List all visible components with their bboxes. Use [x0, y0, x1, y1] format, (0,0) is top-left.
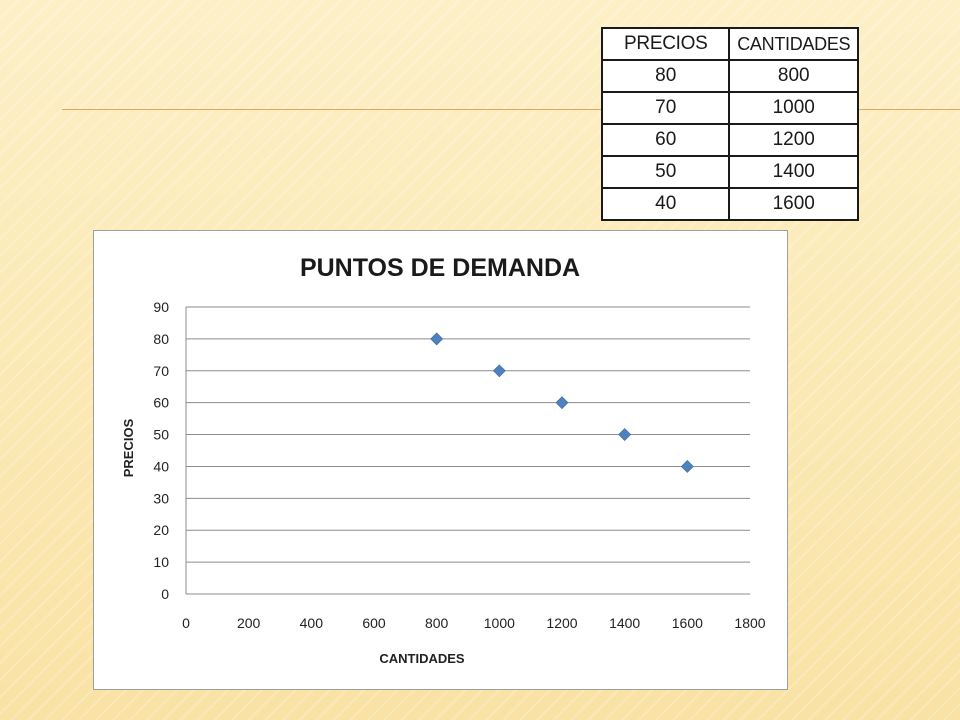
table-cell-cantidad: 1000	[728, 91, 859, 125]
data-point-marker	[555, 396, 569, 410]
x-tick-label: 1000	[484, 615, 515, 631]
y-tick-label: 40	[153, 458, 169, 474]
decorative-line-left	[62, 109, 602, 110]
y-tick-label: 50	[153, 427, 169, 443]
y-tick-label: 70	[153, 363, 169, 379]
table-row: 70 1000	[600, 91, 859, 125]
table-cell-cantidad: 1400	[728, 155, 859, 189]
table-header-row: PRECIOS CANTIDADES	[600, 27, 859, 61]
x-tick-label: 200	[237, 615, 261, 631]
y-tick-label: 80	[153, 331, 169, 347]
table-cell-cantidad: 800	[728, 59, 859, 93]
x-tick-label: 0	[182, 615, 190, 631]
x-tick-label: 1400	[609, 615, 640, 631]
x-axis-title: CANTIDADES	[379, 651, 465, 666]
table-cell-cantidad: 1200	[728, 123, 859, 157]
x-tick-label: 800	[425, 615, 449, 631]
x-tick-label: 1200	[546, 615, 577, 631]
table-row: 80 800	[600, 59, 859, 93]
table-header-cantidades: CANTIDADES	[728, 27, 859, 61]
chart-panel: PUNTOS DE DEMANDA 0 10 20 30 40 50 60 70 80 90 0 2…	[93, 230, 788, 690]
y-axis-title: PRECIOS	[121, 418, 136, 477]
y-tick-label: 90	[153, 299, 169, 315]
data-points	[430, 332, 694, 473]
data-point-marker	[680, 460, 694, 473]
data-point-marker	[618, 428, 632, 441]
x-tick-label: 1600	[672, 615, 703, 631]
data-point-marker	[430, 332, 444, 346]
y-tick-label: 20	[153, 522, 169, 538]
table-header-precios: PRECIOS	[600, 27, 731, 61]
table-cell-cantidad: 1600	[728, 187, 859, 221]
y-tick-label: 60	[153, 395, 169, 411]
table-cell-precio: 80	[600, 59, 731, 93]
decorative-line-right	[858, 109, 960, 110]
chart-title: PUNTOS DE DEMANDA	[300, 254, 580, 282]
y-tick-label: 30	[153, 490, 169, 506]
x-axis-ticks: 0 200 400 600 800 1000 1200 1400 1600 1800	[182, 615, 766, 631]
table-row: 60 1200	[600, 123, 859, 157]
y-tick-label: 10	[153, 554, 169, 570]
table-cell-precio: 70	[600, 91, 731, 125]
price-quantity-table: PRECIOS CANTIDADES 80 800 70 1000 60 120…	[600, 27, 859, 221]
x-tick-label: 1800	[734, 615, 765, 631]
table-cell-precio: 40	[600, 187, 731, 221]
table-cell-precio: 50	[600, 155, 731, 189]
demand-scatter-chart: PUNTOS DE DEMANDA 0 10 20 30 40 50 60 70 80 90 0 2…	[121, 254, 766, 666]
table-cell-precio: 60	[600, 123, 731, 157]
table-row: 40 1600	[600, 187, 859, 221]
gridlines	[185, 306, 750, 595]
y-axis-ticks: 0 10 20 30 40 50 60 70 80 90	[153, 299, 169, 602]
table-row: 50 1400	[600, 155, 859, 189]
x-tick-label: 400	[300, 615, 324, 631]
y-tick-label: 0	[161, 586, 169, 602]
x-tick-label: 600	[362, 615, 386, 631]
data-point-marker	[492, 364, 506, 378]
